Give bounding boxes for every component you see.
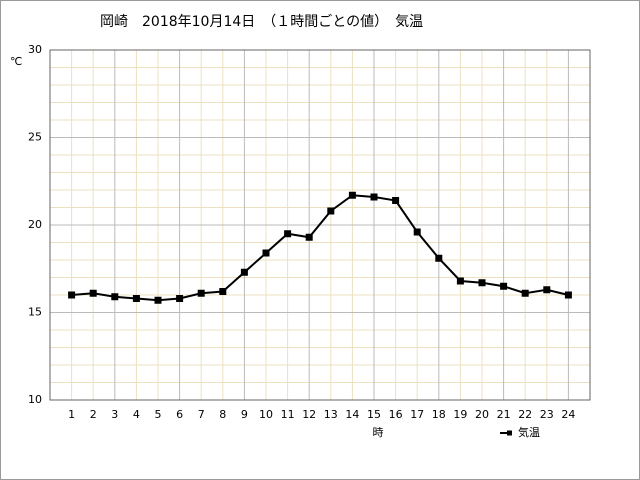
marker (521, 289, 529, 297)
x-tick-label: 5 (155, 408, 162, 421)
x-tick-label: 3 (111, 408, 118, 421)
marker (111, 293, 119, 301)
legend-marker (507, 430, 512, 436)
legend-label: 気温 (518, 425, 540, 439)
marker (392, 197, 400, 204)
x-tick-label: 19 (453, 408, 467, 421)
x-tick-label: 18 (432, 408, 446, 421)
x-tick-label: 9 (241, 408, 248, 421)
marker (543, 286, 551, 294)
marker (305, 233, 313, 241)
y-tick-label: 25 (28, 131, 42, 144)
x-tick-label: 23 (540, 408, 554, 421)
x-tick-label: 22 (518, 408, 532, 421)
x-tick-label: 2 (90, 408, 97, 421)
x-tick-label: 8 (219, 408, 226, 421)
marker (197, 289, 205, 297)
marker (456, 277, 464, 285)
x-tick-label: 12 (302, 408, 316, 421)
plot-border (49, 49, 591, 401)
x-tick-label: 24 (561, 408, 575, 421)
x-tick-label: 14 (345, 408, 359, 421)
y-tick-label: 30 (28, 43, 42, 56)
marker (68, 291, 76, 299)
x-tick-label: 10 (259, 408, 273, 421)
marker (284, 230, 292, 238)
y-tick-label: 15 (28, 306, 42, 319)
marker (89, 289, 97, 297)
marker (370, 193, 378, 201)
x-tick-label: 17 (410, 408, 424, 421)
x-tick-label: 20 (475, 408, 489, 421)
marker (478, 279, 486, 287)
marker (262, 249, 270, 257)
chart-title: 岡崎 2018年10月14日 （１時間ごとの値） 気温 (100, 14, 423, 30)
marker (500, 282, 508, 290)
x-tick-label: 11 (281, 408, 295, 421)
marker (348, 191, 356, 199)
x-tick-label: 16 (389, 408, 403, 421)
x-tick-label: 1 (68, 408, 75, 421)
marker (154, 296, 162, 304)
marker (413, 228, 421, 236)
marker (219, 288, 227, 295)
marker (564, 291, 572, 299)
x-tick-label: 13 (324, 408, 338, 421)
x-label: 時 (373, 426, 384, 439)
x-tick-label: 6 (176, 408, 183, 421)
x-tick-label: 7 (198, 408, 205, 421)
marker (132, 295, 140, 302)
line (71, 194, 569, 302)
marker (176, 295, 184, 302)
marker (327, 207, 335, 215)
x-tick-label: 21 (497, 408, 511, 421)
y-tick-label: 20 (28, 218, 42, 231)
y-unit: ℃ (10, 55, 22, 68)
x-tick-label: 4 (133, 408, 140, 421)
y-tick-label: 10 (28, 393, 42, 406)
marker (435, 254, 443, 262)
marker (240, 268, 248, 276)
x-tick-label: 15 (367, 408, 381, 421)
